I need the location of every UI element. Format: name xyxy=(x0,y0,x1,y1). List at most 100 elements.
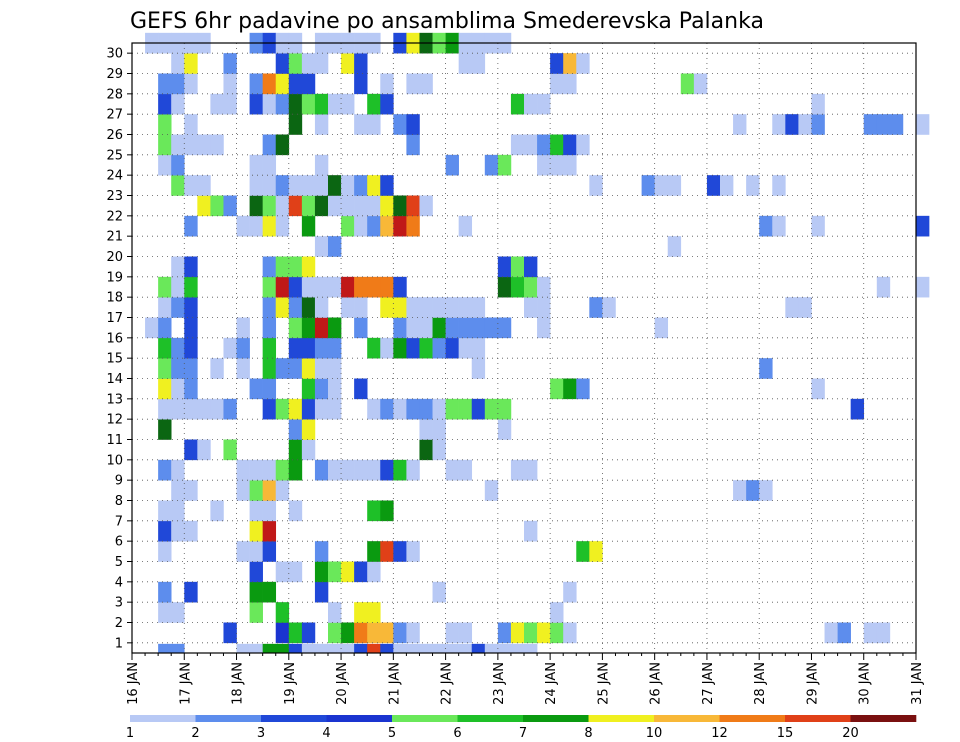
y-tick-label: 15 xyxy=(106,352,123,367)
heatmap-cell xyxy=(328,561,342,583)
y-tick-label: 8 xyxy=(115,494,123,509)
heatmap-cell xyxy=(262,459,277,481)
heatmap-cell xyxy=(380,215,394,237)
heatmap-cell xyxy=(288,398,303,420)
heatmap-cell xyxy=(367,215,381,237)
heatmap-cell xyxy=(550,154,564,176)
heatmap-cell xyxy=(746,175,760,196)
heatmap-cell xyxy=(236,643,250,654)
heatmap-cell xyxy=(380,297,394,318)
heatmap-cell xyxy=(445,643,459,654)
heatmap-cell xyxy=(223,73,237,95)
heatmap-cell xyxy=(158,378,172,400)
heatmap-cell xyxy=(380,459,394,481)
colorbar-swatch xyxy=(785,715,851,722)
x-axis: 16 JAN 17 JAN 18 JAN 19 JAN 20 JAN 21 JAN 22 J… xyxy=(126,653,925,705)
heatmap-cell xyxy=(301,398,316,420)
heatmap-cell xyxy=(328,195,342,217)
heatmap-cell xyxy=(184,439,198,461)
heatmap-cell xyxy=(393,643,407,654)
heatmap-cell xyxy=(158,114,172,135)
heatmap-cell xyxy=(406,297,420,318)
heatmap-cell xyxy=(916,215,930,237)
heatmap-cell xyxy=(406,643,420,654)
heatmap-cell xyxy=(367,622,381,644)
heatmap-cell xyxy=(171,500,185,522)
heatmap-cell xyxy=(393,337,407,359)
heatmap-cell xyxy=(432,643,446,654)
heatmap-cell xyxy=(184,73,198,95)
heatmap-cell xyxy=(380,398,394,420)
y-tick-label: 16 xyxy=(106,331,123,346)
heatmap-cell xyxy=(145,317,159,339)
heatmap-cell xyxy=(301,378,316,400)
y-tick-label: 22 xyxy=(106,209,123,224)
heatmap-cell xyxy=(537,134,551,156)
heatmap-cell xyxy=(262,93,277,115)
heatmap-cell xyxy=(275,93,290,115)
heatmap-cell xyxy=(471,643,486,654)
heatmap-cell xyxy=(367,93,381,115)
heatmap-cell xyxy=(275,459,290,481)
heatmap-cell xyxy=(341,297,355,318)
heatmap-cell xyxy=(288,175,303,196)
heatmap-cell xyxy=(301,419,316,440)
heatmap-cell xyxy=(236,337,250,359)
heatmap-cell xyxy=(301,297,316,318)
heatmap-cell xyxy=(576,378,590,400)
heatmap-cell xyxy=(171,276,185,298)
heatmap-cell xyxy=(197,134,211,156)
heatmap-cell xyxy=(328,398,342,420)
heatmap-cell xyxy=(484,317,499,339)
heatmap-cell xyxy=(275,602,290,623)
heatmap-cell xyxy=(380,93,394,115)
heatmap-cell xyxy=(275,53,290,74)
heatmap-cell xyxy=(445,398,459,420)
heatmap-cell xyxy=(314,358,329,379)
y-tick-label: 4 xyxy=(115,575,123,590)
heatmap-cell xyxy=(445,317,459,339)
y-tick-label: 5 xyxy=(115,555,123,570)
heatmap-cell xyxy=(876,114,891,135)
heatmap-cell xyxy=(367,337,381,359)
heatmap-cell xyxy=(341,215,355,237)
y-tick-label: 25 xyxy=(106,148,123,163)
colorbar-label: 15 xyxy=(777,726,794,741)
heatmap-cell xyxy=(314,297,329,318)
heatmap-cell xyxy=(785,114,799,135)
heatmap-cell xyxy=(262,134,277,156)
heatmap-cell xyxy=(380,622,394,644)
heatmap-cell xyxy=(301,337,316,359)
heatmap-cell xyxy=(328,337,342,359)
heatmap-cell xyxy=(367,541,381,562)
heatmap-cell xyxy=(275,256,290,278)
heatmap-cell xyxy=(406,337,420,359)
heatmap-cell xyxy=(563,154,577,176)
heatmap-cell xyxy=(275,643,290,654)
heatmap-cell xyxy=(184,276,198,298)
heatmap-cell xyxy=(249,500,263,522)
heatmap-cell xyxy=(288,419,303,440)
heatmap-cell xyxy=(471,53,486,74)
heatmap-cell xyxy=(328,643,342,654)
colorbar-swatch xyxy=(392,715,458,722)
heatmap-cell xyxy=(328,459,342,481)
heatmap-cell xyxy=(249,643,263,654)
heatmap-cell xyxy=(171,134,185,156)
heatmap-cell xyxy=(301,256,316,278)
heatmap-cell xyxy=(367,175,381,196)
heatmap-cell xyxy=(341,195,355,217)
heatmap-cell xyxy=(288,459,303,481)
heatmap-cell xyxy=(380,500,394,522)
heatmap-cell xyxy=(288,195,303,217)
heatmap-cell xyxy=(419,73,433,95)
colorbar-label: 10 xyxy=(646,726,663,741)
heatmap-cell xyxy=(301,215,316,237)
heatmap-cell xyxy=(210,195,224,217)
heatmap-cell xyxy=(210,500,224,522)
heatmap-cell xyxy=(210,134,224,156)
heatmap-cell xyxy=(158,358,172,379)
heatmap-cell xyxy=(158,276,172,298)
heatmap-cell xyxy=(171,256,185,278)
heatmap-cell xyxy=(262,276,277,298)
